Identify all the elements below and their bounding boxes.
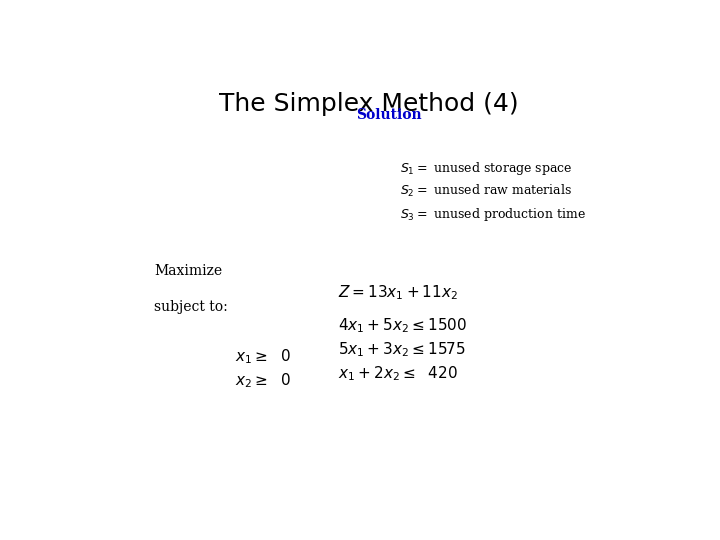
Text: $x_1 + 2x_2 \leq \ \ 420$: $x_1 + 2x_2 \leq \ \ 420$ [338, 364, 459, 383]
Text: $x_1 \geq \ \ 0$: $x_1 \geq \ \ 0$ [235, 348, 291, 366]
Text: $5x_1 + 3x_2 \leq 1575$: $5x_1 + 3x_2 \leq 1575$ [338, 341, 466, 359]
Text: $S_2 = $ unused raw materials: $S_2 = $ unused raw materials [400, 183, 572, 199]
Text: subject to:: subject to: [154, 300, 228, 314]
Text: $Z = 13x_1 + 11x_2$: $Z = 13x_1 + 11x_2$ [338, 283, 459, 302]
Text: $4x_1 + 5x_2 \leq 1500$: $4x_1 + 5x_2 \leq 1500$ [338, 316, 467, 335]
Text: The Simplex Method (4): The Simplex Method (4) [219, 92, 519, 116]
Text: Solution: Solution [356, 109, 421, 123]
Text: $x_2 \geq \ \ 0$: $x_2 \geq \ \ 0$ [235, 372, 291, 390]
Text: $S_1 = $ unused storage space: $S_1 = $ unused storage space [400, 160, 572, 178]
Text: Maximize: Maximize [154, 265, 222, 279]
Text: $S_3 = $ unused production time: $S_3 = $ unused production time [400, 206, 585, 223]
